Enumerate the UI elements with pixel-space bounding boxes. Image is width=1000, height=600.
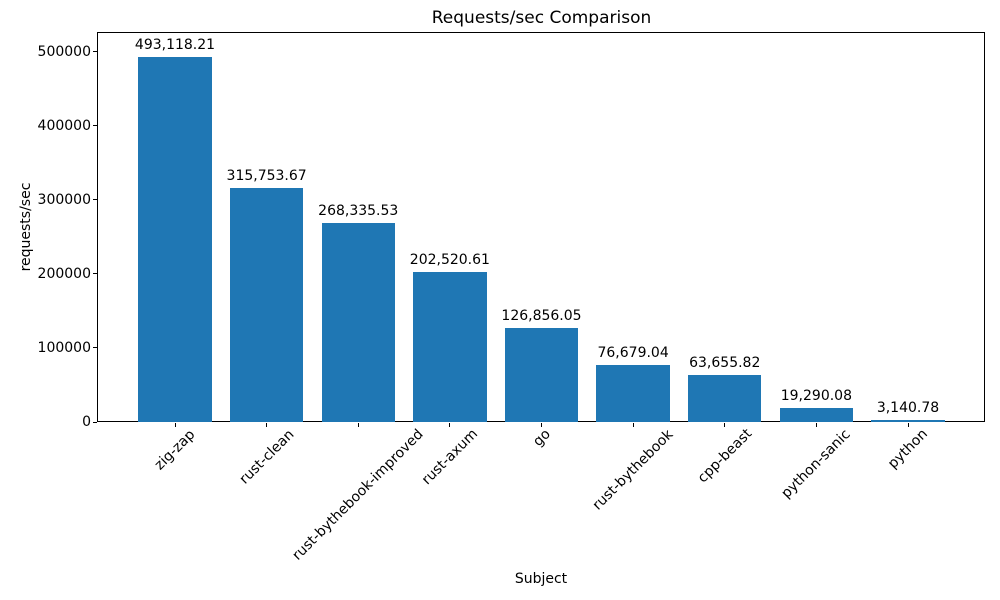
bar-rust-axum bbox=[413, 271, 487, 422]
bar-value-label: 202,520.61 bbox=[409, 251, 490, 268]
x-tick-label: rust-clean bbox=[236, 426, 298, 488]
x-tick-mark bbox=[632, 423, 634, 427]
x-tick-label: rust-bythebook-improved bbox=[289, 426, 427, 564]
bar-rust-bythebook bbox=[596, 365, 670, 422]
x-tick-mark bbox=[357, 423, 359, 427]
x-tick-mark bbox=[724, 423, 726, 427]
x-tick-label: cpp-beast bbox=[694, 426, 755, 487]
x-tick-mark bbox=[449, 423, 451, 427]
y-tick-mark bbox=[93, 347, 97, 349]
chart-title: Requests/sec Comparison bbox=[431, 8, 652, 28]
bar-value-label: 3,140.78 bbox=[876, 399, 940, 416]
bar-value-label: 76,679.04 bbox=[597, 345, 669, 362]
bar-python bbox=[871, 419, 945, 422]
y-tick-label: 500000 bbox=[37, 43, 91, 60]
x-tick-label: rust-bythebook bbox=[589, 426, 677, 514]
x-tick-mark bbox=[907, 423, 909, 427]
x-tick-label: python bbox=[885, 426, 931, 473]
bar-rust-bythebook-improved bbox=[321, 223, 395, 422]
y-tick-mark bbox=[93, 51, 97, 53]
bar-zig-zap bbox=[138, 56, 212, 422]
x-tick-mark bbox=[174, 423, 176, 427]
x-tick-label: zig-zap bbox=[151, 426, 199, 473]
y-tick-label: 200000 bbox=[37, 265, 91, 282]
y-tick-mark bbox=[93, 421, 97, 423]
y-tick-label: 300000 bbox=[37, 191, 91, 208]
x-tick-mark bbox=[266, 423, 268, 427]
bar-value-label: 315,753.67 bbox=[226, 168, 307, 185]
y-tick-mark bbox=[93, 125, 97, 127]
x-tick-label: go bbox=[529, 426, 554, 450]
bar-value-label: 268,335.53 bbox=[318, 203, 399, 220]
y-tick-mark bbox=[93, 273, 97, 275]
bar-rust-clean bbox=[229, 188, 304, 422]
y-tick-label: 0 bbox=[82, 414, 91, 430]
bar-value-label: 493,118.21 bbox=[134, 36, 216, 53]
bar-value-label: 63,655.82 bbox=[689, 354, 761, 371]
bar-go bbox=[504, 328, 579, 422]
y-tick-label: 100000 bbox=[37, 339, 91, 356]
y-tick-mark bbox=[93, 199, 97, 201]
x-tick-mark bbox=[815, 423, 817, 427]
y-tick-label: 400000 bbox=[37, 117, 91, 134]
bar-value-label: 126,856.05 bbox=[501, 308, 582, 324]
x-axis-label: Subject bbox=[514, 571, 568, 587]
bar-python-sanic bbox=[779, 407, 854, 422]
bar-cpp-beast bbox=[688, 374, 762, 422]
x-tick-label: python-sanic bbox=[778, 426, 854, 502]
bar-value-label: 19,290.08 bbox=[780, 387, 853, 404]
x-tick-mark bbox=[541, 423, 542, 427]
x-tick-label: rust-axum bbox=[418, 426, 481, 489]
